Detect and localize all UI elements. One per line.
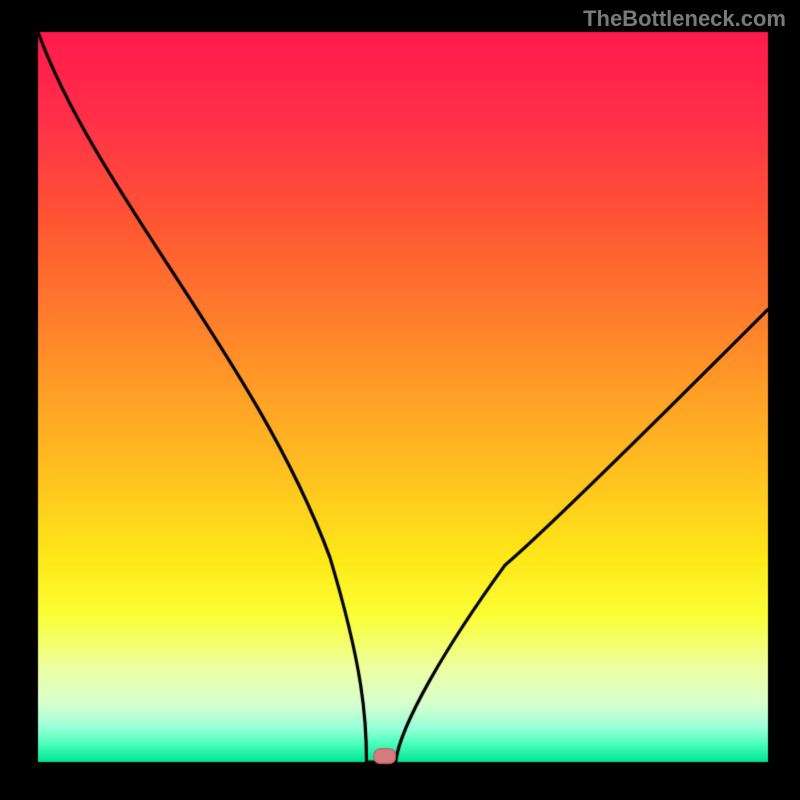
- bottleneck-curve-chart: [0, 0, 800, 800]
- chart-container: TheBottleneck.com: [0, 0, 800, 800]
